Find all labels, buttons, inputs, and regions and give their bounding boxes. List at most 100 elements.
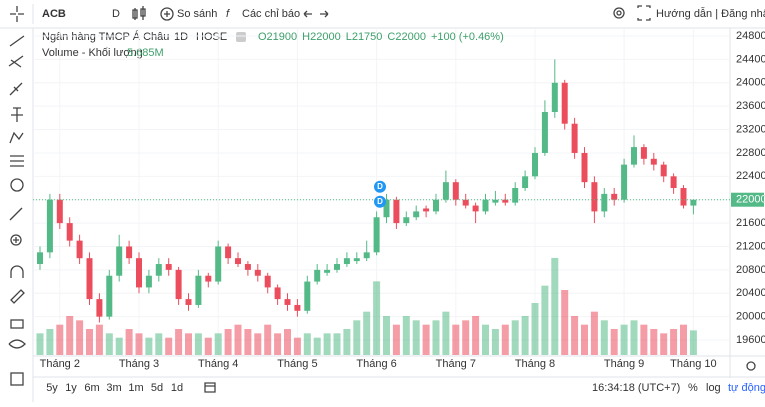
chart-settings-icon[interactable] — [746, 361, 756, 371]
plot-area: 19600 20000 20400 20800 21200 21600 22000 22400… — [33, 28, 765, 370]
candle-body — [314, 269, 321, 282]
candle-body — [462, 199, 469, 206]
volume-bar — [244, 329, 252, 355]
compare-icon[interactable] — [160, 7, 174, 21]
volume-bar — [36, 333, 44, 355]
volume-bar — [402, 316, 410, 355]
indicators-button[interactable]: Các chỉ báo — [242, 8, 300, 20]
candle-type-icon[interactable] — [132, 6, 146, 20]
volume-bar — [264, 324, 272, 355]
volume-value: 5.685M — [127, 47, 164, 59]
candle-body — [591, 182, 598, 212]
scale-option[interactable]: % — [688, 382, 698, 394]
settings-icon[interactable] — [613, 7, 625, 19]
volume-bar — [343, 329, 351, 355]
crosshair-icon[interactable] — [10, 6, 24, 22]
volume-bar — [650, 329, 658, 355]
candle-body — [284, 299, 291, 305]
range-button[interactable]: 6m — [84, 382, 99, 394]
event-marker[interactable] — [374, 195, 386, 208]
range-button[interactable]: 1y — [65, 382, 77, 394]
volume-bar — [56, 324, 64, 355]
undo-redo[interactable] — [303, 10, 329, 18]
volume-bar — [363, 311, 371, 355]
volume-bar — [125, 329, 133, 355]
volume-bar — [392, 324, 400, 355]
range-button[interactable]: 5d — [151, 382, 163, 394]
y-tick-label: 20000 — [736, 311, 765, 323]
volume-bar — [333, 333, 341, 355]
volume-bar — [432, 320, 440, 355]
fullscreen-icon[interactable] — [637, 5, 651, 21]
volume-bar — [541, 285, 549, 355]
y-tick-label: 20800 — [736, 264, 765, 276]
volume-bar — [521, 316, 529, 355]
ohlc-legend: O21900 — [258, 31, 297, 43]
candle-body — [235, 258, 241, 265]
volume-bar — [214, 333, 222, 355]
date-range-icon[interactable] — [204, 382, 216, 393]
volume-bar — [155, 333, 163, 355]
volume-bar — [46, 329, 54, 355]
x-tick-label: Tháng 9 — [604, 358, 644, 370]
compare-button[interactable]: So sánh — [177, 8, 217, 20]
interval[interactable]: D — [112, 8, 120, 20]
candle-body — [482, 199, 489, 212]
x-tick-label: Tháng 7 — [436, 358, 476, 370]
volume-bar — [482, 324, 489, 355]
range-button[interactable]: 3m — [106, 382, 121, 394]
volume-bar — [303, 333, 311, 355]
collapse-button[interactable] — [236, 32, 246, 42]
candle-body — [393, 199, 400, 224]
last-price-label: 22000 — [736, 194, 765, 206]
range-button[interactable]: 5y — [46, 382, 58, 394]
ohlc-legend: H22000 — [302, 31, 341, 43]
symbol[interactable]: ACB — [42, 8, 66, 20]
candle-body — [452, 182, 459, 200]
ohlc-legend: L21750 — [346, 31, 383, 43]
volume-bar — [373, 281, 381, 355]
candle-body — [383, 199, 390, 218]
range-button[interactable]: 1d — [171, 382, 183, 394]
candle-body — [611, 193, 618, 200]
scale-option[interactable]: log — [706, 382, 721, 394]
event-marker[interactable] — [374, 180, 386, 193]
volume-bar — [689, 330, 697, 355]
volume-bar — [383, 316, 390, 355]
candle-body — [324, 269, 331, 273]
indicators-icon[interactable]: f — [226, 8, 230, 20]
y-tick-label: 19600 — [736, 334, 765, 346]
candle-body — [274, 287, 281, 300]
volume-bar — [185, 333, 192, 355]
candle-body — [175, 269, 182, 300]
volume-bar — [660, 333, 668, 355]
candle-body — [532, 152, 538, 177]
x-tick-label: Tháng 8 — [515, 358, 555, 370]
candle-body — [413, 211, 420, 218]
y-tick-label: 23200 — [736, 123, 765, 135]
volume-bar — [442, 311, 450, 355]
candle-body — [551, 82, 558, 113]
candle-body — [37, 252, 43, 265]
candle-body — [423, 208, 430, 212]
x-tick-label: Tháng 2 — [40, 358, 80, 370]
candle-body — [363, 252, 370, 259]
help-login[interactable]: Hướng dẫn | Đăng nhập — [656, 7, 765, 20]
volume-bar — [670, 329, 678, 355]
volume-bar — [630, 320, 638, 355]
range-button[interactable]: 1m — [128, 382, 143, 394]
volume-bar — [472, 316, 480, 355]
scale-option[interactable]: tự động — [728, 382, 765, 394]
candle-body — [343, 258, 350, 265]
candle-body — [442, 182, 449, 200]
y-tick-label: 21200 — [736, 240, 765, 252]
volume-bar — [293, 337, 301, 355]
candle-body — [690, 199, 697, 206]
candle-body — [76, 240, 83, 259]
x-tick-label: Tháng 6 — [356, 358, 396, 370]
candle-body — [571, 123, 578, 153]
candle-body — [185, 299, 192, 305]
volume-bar — [600, 320, 608, 355]
drawing-tools[interactable] — [8, 35, 26, 386]
candle-body — [155, 264, 162, 276]
